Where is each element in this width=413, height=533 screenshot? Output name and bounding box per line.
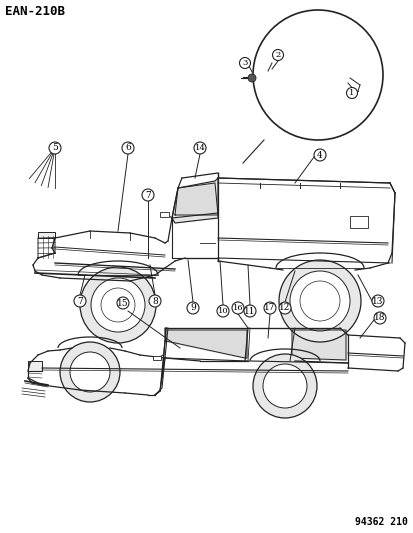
Bar <box>159 212 169 217</box>
Bar <box>38 232 55 238</box>
Circle shape <box>272 50 283 61</box>
Circle shape <box>313 149 325 161</box>
Circle shape <box>187 302 199 314</box>
Text: 18: 18 <box>373 313 385 322</box>
Polygon shape <box>263 68 271 73</box>
Text: 6: 6 <box>125 143 131 152</box>
Circle shape <box>70 352 110 392</box>
Text: 15: 15 <box>117 298 128 308</box>
Bar <box>153 356 161 360</box>
Circle shape <box>60 342 120 402</box>
Text: 11: 11 <box>244 306 255 316</box>
Circle shape <box>278 260 360 342</box>
Circle shape <box>149 295 161 307</box>
Text: 5: 5 <box>52 143 58 152</box>
Polygon shape <box>291 330 345 360</box>
Circle shape <box>371 295 383 307</box>
Circle shape <box>289 271 349 331</box>
Bar <box>349 216 367 228</box>
Text: 17: 17 <box>263 303 275 312</box>
Polygon shape <box>166 330 247 358</box>
Polygon shape <box>257 73 349 83</box>
Circle shape <box>243 305 255 317</box>
Text: 12: 12 <box>279 303 290 312</box>
Circle shape <box>142 189 154 201</box>
Bar <box>28 361 42 371</box>
Text: 7: 7 <box>145 190 150 199</box>
Text: 3: 3 <box>242 59 247 67</box>
Polygon shape <box>154 328 168 395</box>
Text: 4: 4 <box>316 150 322 159</box>
Circle shape <box>231 302 243 314</box>
Text: 8: 8 <box>152 296 157 305</box>
Circle shape <box>216 305 228 317</box>
Text: 7: 7 <box>77 296 83 305</box>
Polygon shape <box>171 178 218 223</box>
Circle shape <box>278 302 290 314</box>
Text: 9: 9 <box>190 303 195 312</box>
Circle shape <box>122 142 134 154</box>
Text: 1: 1 <box>349 89 354 97</box>
Text: 13: 13 <box>371 296 383 305</box>
Circle shape <box>194 142 206 154</box>
Circle shape <box>263 302 275 314</box>
Circle shape <box>346 87 357 99</box>
Circle shape <box>74 295 86 307</box>
Circle shape <box>247 74 255 82</box>
Text: EAN-210B: EAN-210B <box>5 5 65 18</box>
Polygon shape <box>175 183 218 215</box>
Text: 2: 2 <box>275 51 280 59</box>
Circle shape <box>252 354 316 418</box>
Circle shape <box>91 278 145 332</box>
Circle shape <box>80 267 156 343</box>
Text: 10: 10 <box>217 307 228 315</box>
Text: 16: 16 <box>232 304 243 312</box>
Text: 94362 210: 94362 210 <box>354 517 407 527</box>
Circle shape <box>252 10 382 140</box>
Circle shape <box>239 58 250 69</box>
Text: 14: 14 <box>194 144 205 152</box>
Circle shape <box>262 364 306 408</box>
Circle shape <box>117 297 129 309</box>
Circle shape <box>49 142 61 154</box>
Circle shape <box>373 312 385 324</box>
